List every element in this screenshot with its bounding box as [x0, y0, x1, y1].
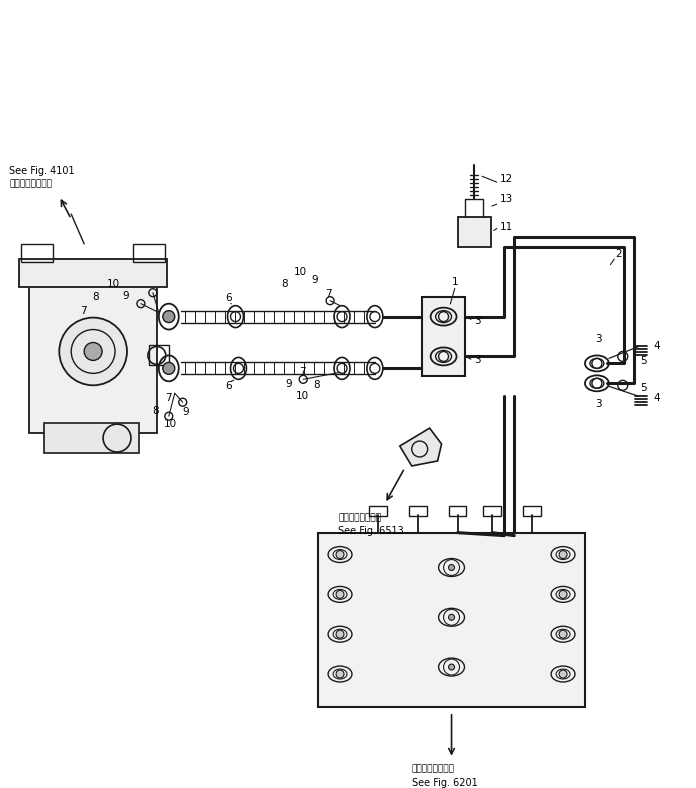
Circle shape — [336, 590, 344, 598]
Text: 6: 6 — [226, 381, 232, 392]
Text: 3: 3 — [596, 400, 602, 409]
Text: 7: 7 — [166, 393, 172, 403]
Bar — [29, 284, 157, 433]
Text: 9: 9 — [182, 407, 189, 417]
Text: See Fig. 6201: See Fig. 6201 — [412, 778, 477, 787]
Bar — [133, 244, 165, 262]
Circle shape — [559, 590, 567, 598]
Bar — [422, 297, 466, 377]
Bar — [369, 506, 387, 515]
Text: 9: 9 — [122, 291, 129, 301]
Text: 10: 10 — [164, 419, 177, 429]
Circle shape — [336, 630, 344, 638]
Bar — [523, 506, 541, 515]
Circle shape — [448, 664, 454, 670]
Polygon shape — [400, 428, 441, 466]
Circle shape — [559, 630, 567, 638]
Text: 10: 10 — [106, 279, 120, 288]
Text: 10: 10 — [294, 267, 307, 277]
Text: 8: 8 — [92, 292, 98, 302]
Text: 8: 8 — [281, 279, 287, 288]
Text: 3: 3 — [474, 315, 481, 325]
Text: See Fig. 6513: See Fig. 6513 — [338, 526, 404, 536]
Text: 8: 8 — [152, 406, 159, 416]
Text: 3: 3 — [596, 333, 602, 344]
Text: 5: 5 — [640, 356, 647, 366]
Text: 10: 10 — [296, 392, 309, 401]
Bar — [484, 506, 501, 515]
Circle shape — [84, 343, 102, 360]
Text: 9: 9 — [285, 379, 292, 389]
Text: 4: 4 — [654, 341, 661, 351]
Circle shape — [559, 551, 567, 559]
Text: 6: 6 — [226, 292, 232, 303]
Text: 第６５１３図参照: 第６５１３図参照 — [338, 513, 381, 522]
Circle shape — [59, 318, 127, 385]
Circle shape — [336, 670, 344, 678]
Circle shape — [448, 564, 454, 571]
Bar — [457, 217, 491, 247]
Text: 11: 11 — [499, 222, 512, 232]
Text: 8: 8 — [313, 381, 319, 390]
Bar — [409, 506, 427, 515]
Circle shape — [163, 310, 175, 322]
Text: 7: 7 — [325, 288, 331, 299]
Text: 第４１０１図参照: 第４１０１図参照 — [10, 180, 52, 188]
Circle shape — [336, 551, 344, 559]
Bar — [318, 533, 585, 707]
Text: 7: 7 — [80, 306, 86, 316]
Bar — [22, 244, 54, 262]
Text: See Fig. 4101: See Fig. 4101 — [10, 166, 75, 177]
Bar — [19, 259, 167, 287]
Text: 13: 13 — [499, 194, 512, 204]
Text: 第６２０１図参照: 第６２０１図参照 — [412, 764, 454, 773]
Text: 7: 7 — [299, 367, 306, 377]
Text: 1: 1 — [452, 277, 459, 287]
Text: 2: 2 — [615, 249, 622, 259]
Bar — [45, 423, 139, 453]
Text: 4: 4 — [654, 393, 661, 403]
Text: 5: 5 — [640, 383, 647, 393]
Text: 12: 12 — [499, 174, 512, 184]
Circle shape — [163, 362, 175, 374]
Bar — [448, 506, 466, 515]
Circle shape — [448, 615, 454, 620]
Bar — [149, 345, 169, 366]
Text: 3: 3 — [474, 355, 481, 366]
Circle shape — [559, 670, 567, 678]
Text: 9: 9 — [312, 275, 319, 284]
